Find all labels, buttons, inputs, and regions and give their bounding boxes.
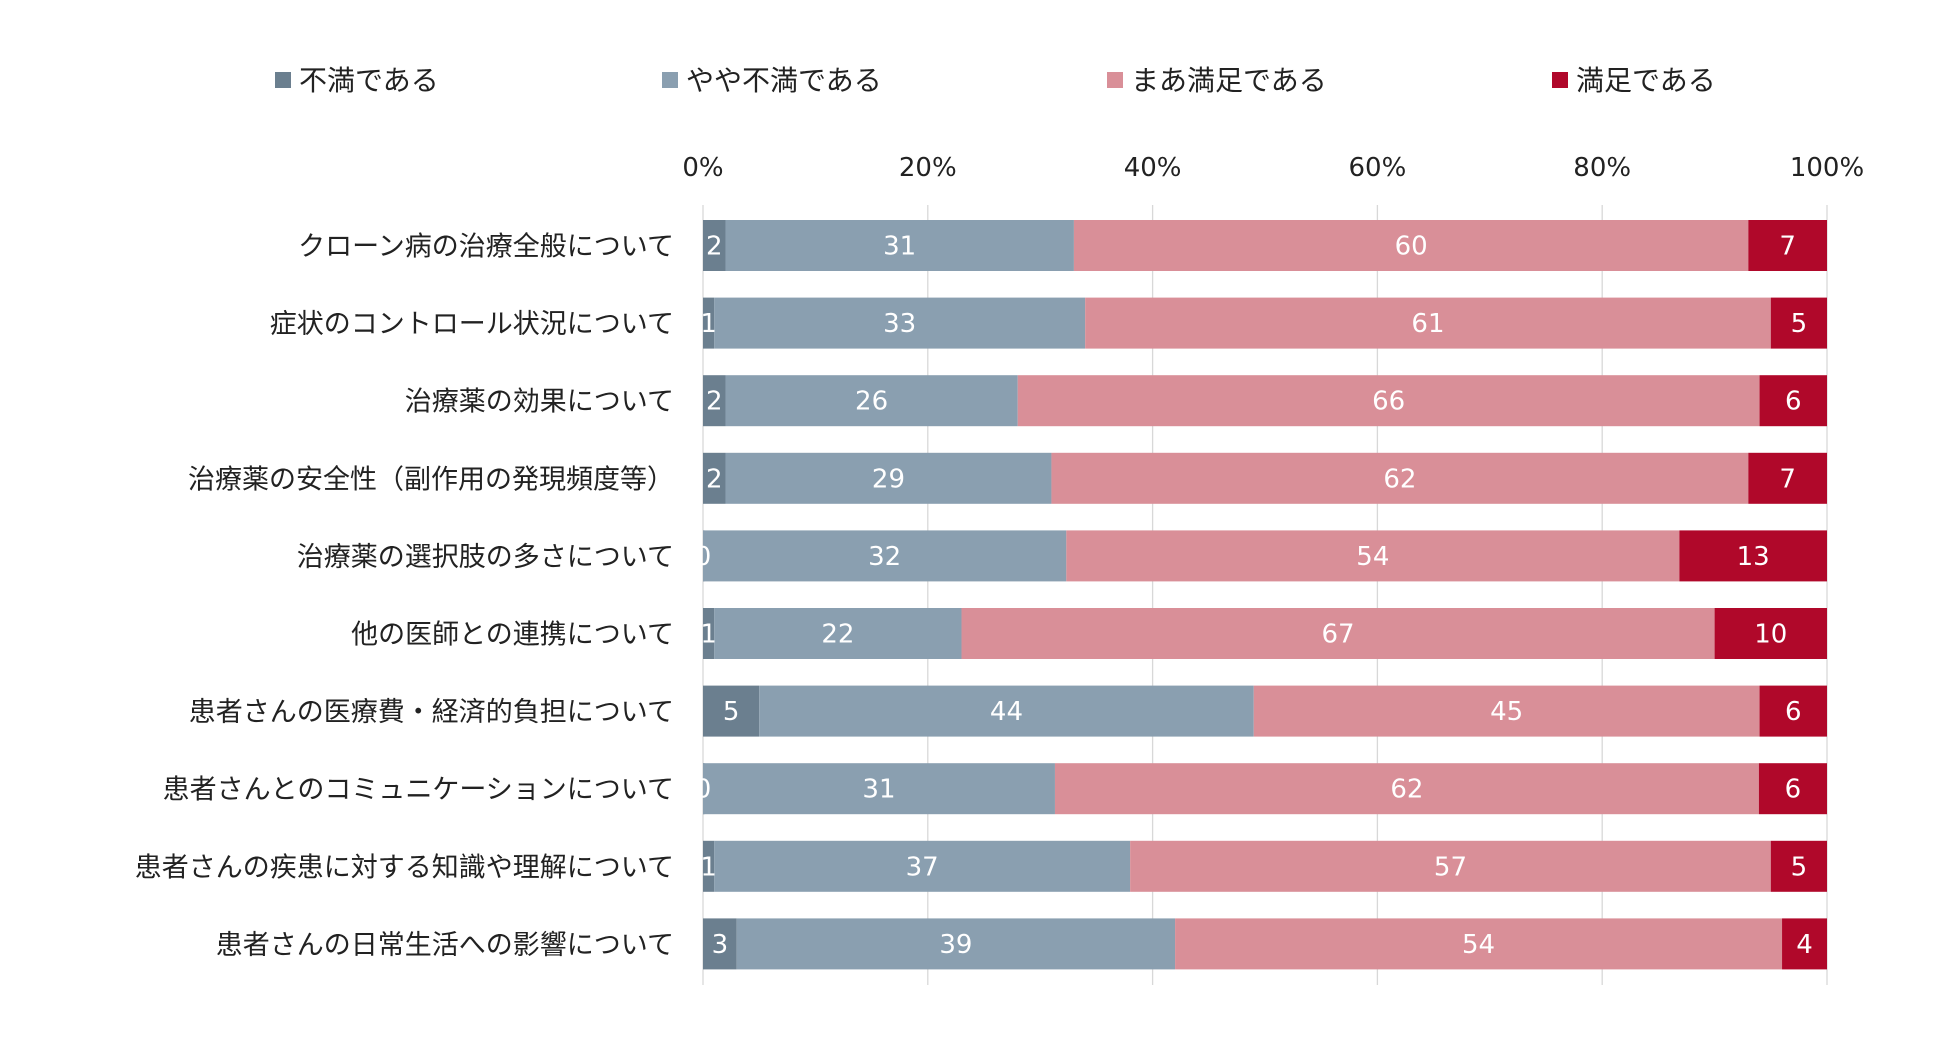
legend: 不満である やや不満である まあ満足である 満足である (275, 64, 1716, 97)
data-label: 13 (1737, 542, 1770, 572)
data-label: 0 (695, 775, 712, 805)
data-label: 0 (695, 542, 712, 572)
legend-swatch-1 (275, 72, 291, 88)
data-label: 32 (868, 542, 901, 572)
data-label: 37 (906, 852, 939, 882)
data-label: 45 (1490, 697, 1523, 727)
legend-swatch-3 (1107, 72, 1123, 88)
x-tick-label: 0% (682, 153, 723, 183)
data-label: 6 (1785, 387, 1802, 417)
data-label: 7 (1779, 464, 1796, 494)
category-label: 患者さんの日常生活への影響について (216, 930, 674, 961)
category-label: 患者さんの医療費・経済的負担について (189, 697, 674, 728)
data-label: 31 (862, 775, 895, 805)
data-label: 5 (1791, 852, 1808, 882)
data-label: 1 (700, 852, 717, 882)
data-label: 2 (706, 232, 723, 262)
category-label: 患者さんとのコミュニケーションについて (163, 775, 674, 806)
legend-label-4: 満足である (1576, 64, 1716, 97)
legend-label-1: 不満である (299, 64, 439, 97)
data-label: 5 (723, 697, 740, 727)
data-label: 31 (883, 232, 916, 262)
data-label: 1 (700, 309, 717, 339)
data-label: 62 (1383, 464, 1416, 494)
category-labels: クローン病の治療全般について症状のコントロール状況について治療薬の効果について治… (135, 232, 674, 961)
data-label: 10 (1754, 620, 1787, 650)
x-tick-label: 40% (1124, 153, 1182, 183)
data-label: 66 (1372, 387, 1405, 417)
category-label: クローン病の治療全般について (298, 232, 674, 263)
data-label: 57 (1434, 852, 1467, 882)
x-axis-ticks: 0% 20% 40% 60% 80% 100% (682, 153, 1864, 183)
category-label: 治療薬の効果について (405, 387, 674, 418)
data-label: 54 (1356, 542, 1389, 572)
data-label: 62 (1390, 775, 1423, 805)
category-label: 治療薬の選択肢の多さについて (297, 542, 674, 573)
category-label: 他の医師との連携について (351, 620, 674, 651)
legend-swatch-2 (662, 72, 678, 88)
bars (703, 220, 1827, 969)
data-label: 61 (1411, 309, 1444, 339)
data-label: 60 (1395, 232, 1428, 262)
data-label: 44 (990, 697, 1023, 727)
legend-label-2: やや不満である (686, 64, 882, 97)
data-label: 1 (700, 620, 717, 650)
data-label: 2 (706, 387, 723, 417)
data-label: 54 (1462, 930, 1495, 960)
legend-swatch-4 (1552, 72, 1568, 88)
x-tick-label: 80% (1573, 153, 1631, 183)
data-label: 7 (1779, 232, 1796, 262)
data-label: 3 (712, 930, 729, 960)
data-label: 6 (1785, 775, 1802, 805)
data-label: 33 (883, 309, 916, 339)
x-tick-label: 100% (1790, 153, 1864, 183)
category-label: 症状のコントロール状況について (270, 309, 674, 340)
category-label: 治療薬の安全性（副作用の発現頻度等） (188, 464, 674, 495)
data-label: 67 (1322, 620, 1355, 650)
x-tick-label: 20% (899, 153, 957, 183)
category-label: 患者さんの疾患に対する知識や理解について (135, 852, 674, 883)
data-label: 6 (1785, 697, 1802, 727)
data-label: 39 (939, 930, 972, 960)
data-label: 4 (1796, 930, 1813, 960)
legend-label-3: まあ満足である (1131, 64, 1327, 97)
data-label: 5 (1791, 309, 1808, 339)
data-label: 29 (872, 464, 905, 494)
stacked-bar-chart: 不満である やや不満である まあ満足である 満足である 0% 20% 40% 60% 80% 1… (0, 0, 1950, 1037)
data-label: 26 (855, 387, 888, 417)
data-label: 2 (706, 464, 723, 494)
data-label: 22 (821, 620, 854, 650)
x-tick-label: 60% (1349, 153, 1407, 183)
